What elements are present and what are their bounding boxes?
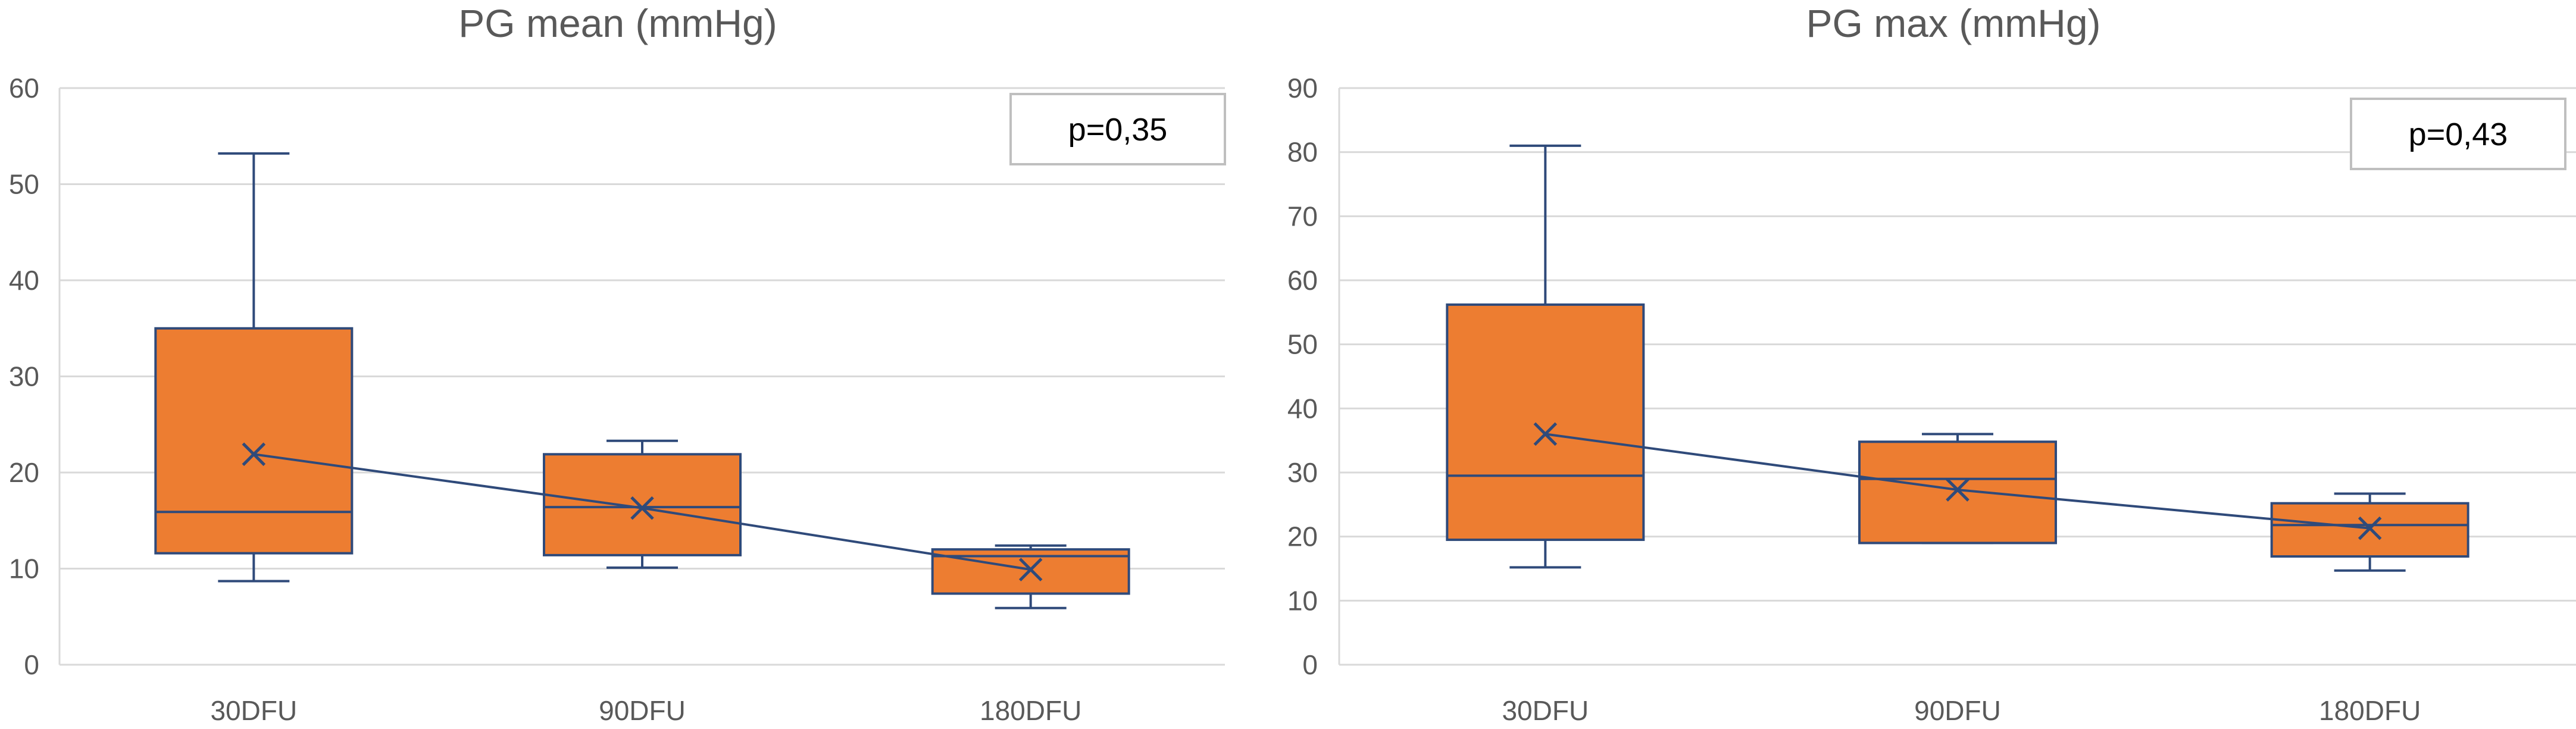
y-tick-label: 30	[9, 361, 39, 392]
y-tick-label: 10	[9, 553, 39, 584]
mean-marker-stroke	[2358, 516, 2382, 540]
mean-marker	[242, 442, 266, 467]
mean-marker	[2358, 516, 2382, 540]
box-30DFU	[1446, 144, 1645, 569]
mean-marker-stroke	[242, 442, 266, 467]
mean-marker-stroke	[630, 496, 654, 520]
box-90DFU	[1858, 433, 2057, 545]
mean-marker	[1018, 558, 1043, 581]
iqr-box	[543, 453, 742, 556]
y-tick-label: 20	[9, 457, 39, 488]
y-tick-label: 0	[24, 649, 39, 680]
y-tick-label: 40	[9, 265, 39, 296]
mean-marker	[630, 496, 654, 520]
y-tick-label: 20	[1287, 521, 1318, 552]
mean-marker-stroke	[1533, 422, 1558, 446]
iqr-box	[1858, 440, 2057, 545]
y-tick-label: 40	[1287, 393, 1318, 424]
p-value-box	[1009, 93, 1226, 165]
box-90DFU	[543, 439, 742, 569]
y-tick-label: 70	[1287, 201, 1318, 231]
y-tick-label: 0	[1302, 649, 1318, 680]
y-tick-label: 50	[9, 169, 39, 200]
y-tick-label: 80	[1287, 137, 1318, 168]
chart-title: PG mean (mmHg)	[458, 1, 777, 45]
x-tick-label: 90DFU	[1914, 695, 2001, 726]
p-value-label: p=0,43	[2409, 117, 2508, 152]
box-30DFU	[154, 152, 354, 583]
y-tick-label: 60	[1287, 265, 1318, 296]
y-tick-label: 60	[9, 73, 39, 104]
x-tick-label: 30DFU	[210, 695, 297, 726]
y-tick-label: 10	[1287, 585, 1318, 616]
y-tick-label: 50	[1287, 329, 1318, 360]
mean-marker-stroke	[1946, 478, 1969, 502]
box-180DFU	[2270, 492, 2469, 572]
iqr-box	[1446, 303, 1645, 542]
mean-marker	[1946, 478, 1969, 502]
y-tick-label: 90	[1287, 73, 1318, 104]
chart-panel-2: PG max (mmHg) 0 10 20 30 40 50 60 70 80 90 30DFU 90D…	[1287, 1, 2576, 726]
y-tick-label: 30	[1287, 457, 1318, 488]
chart-title: PG max (mmHg)	[1806, 1, 2101, 45]
chart-panel-1: PG mean (mmHg) 0 10 20 30 40 50 60 30DFU 90DFU 180…	[9, 1, 1226, 726]
p-value-box	[2350, 98, 2566, 170]
p-value-label: p=0,35	[1068, 112, 1168, 148]
x-tick-label: 90DFU	[599, 695, 686, 726]
x-tick-label: 180DFU	[980, 695, 1081, 726]
box-180DFU	[931, 544, 1130, 609]
x-tick-label: 30DFU	[1502, 695, 1589, 726]
x-tick-label: 180DFU	[2319, 695, 2421, 726]
mean-marker	[1533, 422, 1558, 446]
mean-marker-stroke	[1018, 558, 1043, 581]
iqr-box	[154, 327, 354, 555]
